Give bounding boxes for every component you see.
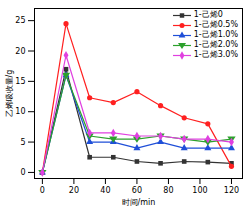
svg-text:40: 40 — [100, 186, 110, 195]
html-text:1-己烯0: 1-己烯0 — [193, 10, 223, 19]
svg-text:15: 15 — [15, 77, 25, 86]
svg-text:120: 120 — [224, 186, 239, 195]
svg-text:60: 60 — [132, 186, 142, 195]
svg-text:100: 100 — [192, 186, 207, 195]
svg-text:25: 25 — [15, 16, 25, 25]
svg-text:20: 20 — [69, 186, 79, 195]
svg-text:10: 10 — [15, 107, 25, 116]
svg-text:0: 0 — [20, 168, 25, 177]
svg-text:20: 20 — [15, 47, 25, 56]
svg-text:0: 0 — [40, 186, 45, 195]
svg-text:80: 80 — [163, 186, 173, 195]
html-text:1-己烯3.0%: 1-己烯3.0% — [193, 50, 238, 59]
html-text:1-己烯1.0%: 1-己烯1.0% — [193, 30, 238, 39]
svg-text:5: 5 — [20, 138, 25, 147]
html-text:1-己烯0.5%: 1-己烯0.5% — [193, 20, 238, 29]
svg-text:乙烯吸收量/g: 乙烯吸收量/g — [5, 70, 14, 118]
svg-text:时间/min: 时间/min — [122, 198, 156, 207]
html-text:1-己烯2.0%: 1-己烯2.0% — [193, 40, 238, 49]
